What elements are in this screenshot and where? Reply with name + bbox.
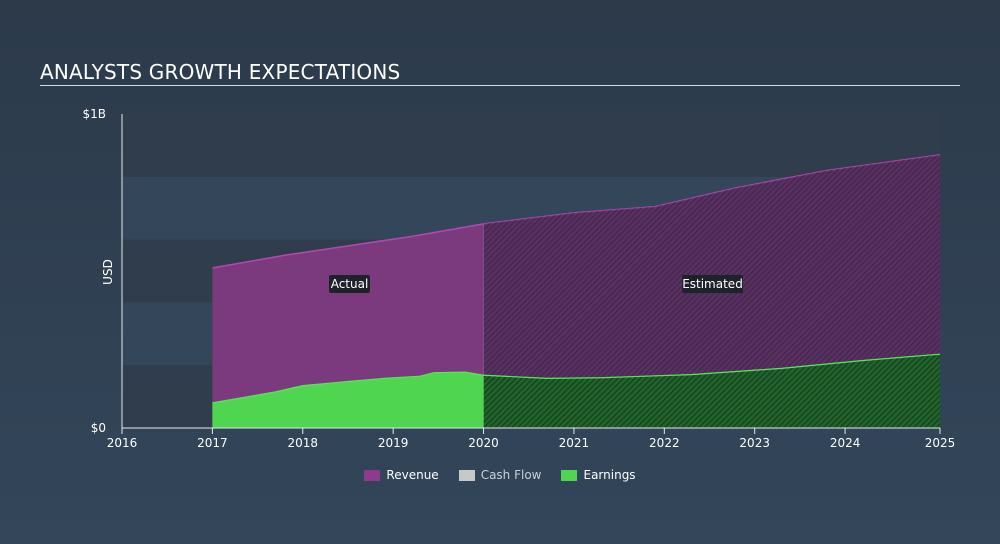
legend-label-revenue: Revenue <box>386 468 439 482</box>
axes <box>121 114 940 429</box>
legend-swatch-revenue <box>364 469 381 481</box>
x-tick-label: 2017 <box>197 436 228 450</box>
earnings-estimated-hatch <box>483 354 940 428</box>
legend-label-cash-flow: Cash Flow <box>480 468 542 482</box>
x-tick-labels: 2016 2017 2018 2019 2020 2021 2022 2023 2024 2025 <box>107 428 956 450</box>
legend-item-cash-flow[interactable]: Cash Flow <box>458 468 542 482</box>
chart-legend: Revenue Cash Flow Earnings <box>0 468 1000 482</box>
earnings-estimated-line <box>483 353 940 379</box>
legend-label-earnings: Earnings <box>583 468 636 482</box>
legend-item-earnings[interactable]: Earnings <box>561 468 636 482</box>
annotation-estimated-text: Estimated <box>682 277 743 291</box>
legend-item-revenue[interactable]: Revenue <box>364 468 439 482</box>
x-tick-label: 2023 <box>739 436 770 450</box>
grid-band <box>122 114 940 177</box>
x-tick-label: 2021 <box>559 436 590 450</box>
x-tick-label: 2025 <box>925 436 956 450</box>
x-tick-label: 2020 <box>468 436 499 450</box>
x-tick-label: 2016 <box>107 436 138 450</box>
x-tick-label: 2019 <box>378 436 409 450</box>
y-axis-label: USD <box>101 259 115 285</box>
x-tick-label: 2024 <box>830 436 861 450</box>
annotation-estimated: Estimated <box>682 275 743 293</box>
legend-swatch-earnings <box>561 469 578 481</box>
legend-swatch-cash-flow <box>458 469 475 481</box>
chart-title: ANALYSTS GROWTH EXPECTATIONS <box>40 60 401 84</box>
y-tick-bottom: $0 <box>91 421 106 435</box>
annotation-actual-text: Actual <box>331 277 369 291</box>
annotation-actual: Actual <box>329 275 370 293</box>
y-tick-top: $1B <box>82 107 106 121</box>
title-divider <box>40 85 960 86</box>
x-tick-label: 2018 <box>288 436 319 450</box>
x-tick-label: 2022 <box>649 436 680 450</box>
